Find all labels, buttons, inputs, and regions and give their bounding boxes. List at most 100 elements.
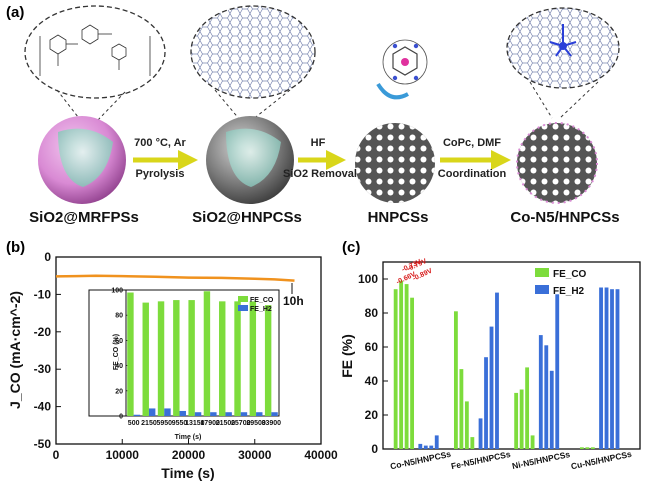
y-tick-label: -10: [34, 287, 52, 301]
x-tick-label: 20000: [172, 448, 206, 462]
y-tick-label: 100: [358, 272, 378, 286]
plot-c-ylabel: FE (%): [339, 334, 355, 378]
bar-fe-co: [399, 280, 404, 449]
inset-bar-fe-co: [173, 300, 180, 416]
inset-bars: 500 2150 5950 95501315017900215002570029500…: [127, 291, 281, 427]
legend-swatch-fe-h2: [535, 285, 549, 294]
inset-bar-fe-h2: [148, 408, 156, 416]
plot-c-legend: FE_CO FE_H2: [535, 268, 587, 297]
panel-label-c: (c): [342, 239, 360, 256]
inset-bar-fe-co: [157, 301, 165, 416]
sphere-hnpcs: [355, 123, 435, 203]
bar-fe-h2: [538, 335, 543, 449]
annotation-10h: 10h: [283, 294, 304, 308]
stage-label-1: SiO2@MRFPSs: [29, 209, 139, 226]
inset-y-tick-label: 60: [115, 338, 123, 345]
sphere-sio2-hnpcs: [206, 116, 294, 204]
y-tick-label: 0: [371, 442, 378, 456]
inset-bar-fe-h2: [271, 412, 278, 416]
bar-fe-co: [585, 447, 590, 449]
bar-fe-h2: [423, 445, 428, 449]
x-tick-label: 40000: [304, 448, 338, 462]
panel-label-a: (a): [6, 4, 24, 21]
bar-fe-co: [404, 284, 409, 449]
bar-fe-h2: [484, 357, 488, 449]
bar-fe-co: [453, 311, 458, 449]
bar-fe-h2: [495, 292, 499, 449]
bar-fe-h2: [610, 289, 614, 449]
plot-c-axes: 0 20 40 60 80 100: [358, 272, 388, 456]
inset-bar-fe-h2: [194, 412, 202, 416]
bar-fe-co: [470, 437, 475, 449]
plot-c-bars: [393, 280, 620, 449]
bar-fe-co: [525, 367, 530, 449]
x-tick-label: 0: [53, 448, 60, 462]
inset-bar-fe-h2: [240, 412, 248, 416]
inset-bar-fe-co: [203, 291, 211, 416]
inset-x-tick-label: 25700: [231, 420, 251, 427]
y-tick-label: 0: [44, 250, 51, 264]
bar-fe-h2: [429, 445, 434, 449]
bar-fe-h2: [544, 345, 549, 449]
bar-fe-co: [530, 435, 535, 449]
inset-x-tick-label: 2150: [141, 420, 157, 427]
inset-bar-fe-h2: [164, 408, 171, 416]
legend-label-fe-co: FE_CO: [553, 269, 587, 280]
y-tick-label: -50: [34, 437, 52, 451]
step-1-bottom: Pyrolysis: [136, 168, 185, 180]
inset-bar-fe-co: [264, 305, 272, 416]
inset-bar-fe-co: [142, 302, 149, 416]
sphere-sio2-mrfps: [38, 116, 126, 204]
inset-x-tick-label: 29500: [246, 420, 266, 427]
stage-label-3: HNPCSs: [368, 209, 429, 226]
copc-molecule-icon: [376, 39, 428, 100]
step-2-top: HF: [311, 137, 326, 149]
inset-bar-fe-h2: [133, 414, 141, 416]
y-tick-label: -30: [34, 362, 52, 376]
bar-fe-h2: [615, 289, 620, 449]
plot-b-axes: 0 10000 20000 30000 40000 0 -10 -20 -30 -40 -50: [34, 250, 338, 462]
inset-legend: FE_CO FE_H2: [238, 296, 274, 313]
inset-bar-fe-h2: [225, 412, 232, 416]
inset-x-tick-label: 9550: [172, 420, 188, 427]
y-tick-label: -40: [34, 400, 52, 414]
y-tick-label: 60: [365, 340, 379, 354]
group-label: Co-N5/HNPCSs: [389, 449, 452, 472]
bar-fe-h2: [599, 287, 603, 449]
inset-x-tick-label: 33900: [262, 420, 282, 427]
bar-fe-co: [393, 289, 398, 449]
monomer-zoom-ellipse: [24, 5, 166, 99]
legend-swatch-fe-co: [535, 268, 549, 277]
stage-label-2: SiO2@HNPCSs: [192, 209, 302, 226]
curved-arrow-icon: [376, 82, 409, 100]
inset-bar-fe-co: [219, 301, 226, 416]
plot-b-ylabel: J_CO (mA·cm^-2): [7, 291, 23, 409]
inset-bar-fe-h2: [179, 410, 186, 416]
inset-y-tick-label: 80: [115, 313, 123, 320]
step-3-bottom: Coordination: [438, 168, 507, 180]
inset-x-tick-label: 500: [128, 420, 140, 427]
inset-bar-fe-h2: [256, 412, 263, 416]
y-tick-label: 20: [365, 408, 379, 422]
plot-b-xlabel: Time (s): [161, 465, 214, 481]
inset-bar-fe-co: [249, 301, 257, 416]
inset-bar-fe-h2: [210, 412, 217, 416]
inset-bar-fe-co: [234, 301, 241, 416]
bar-fe-co: [590, 447, 595, 449]
group-label: Cu-N5/HNPCSs: [570, 449, 633, 472]
inset-x-tick-label: 21500: [216, 420, 236, 427]
bar-fe-h2: [555, 294, 560, 449]
inset-y-tick-label: 0: [119, 414, 123, 421]
group-label: Ni-N5/HNPCSs: [511, 449, 571, 471]
inset-x-tick-label: 17900: [200, 420, 220, 427]
step-2-bottom: SiO2 Removal: [283, 168, 357, 180]
zoom-lines: [56, 81, 599, 123]
inset-legend-label-h2: FE_H2: [250, 306, 272, 313]
bar-fe-co: [459, 369, 464, 449]
bar-fe-co: [410, 297, 415, 449]
inset-xlabel: Time (s): [175, 434, 202, 441]
panel-label-b: (b): [6, 239, 25, 256]
bar-fe-co: [519, 389, 524, 449]
